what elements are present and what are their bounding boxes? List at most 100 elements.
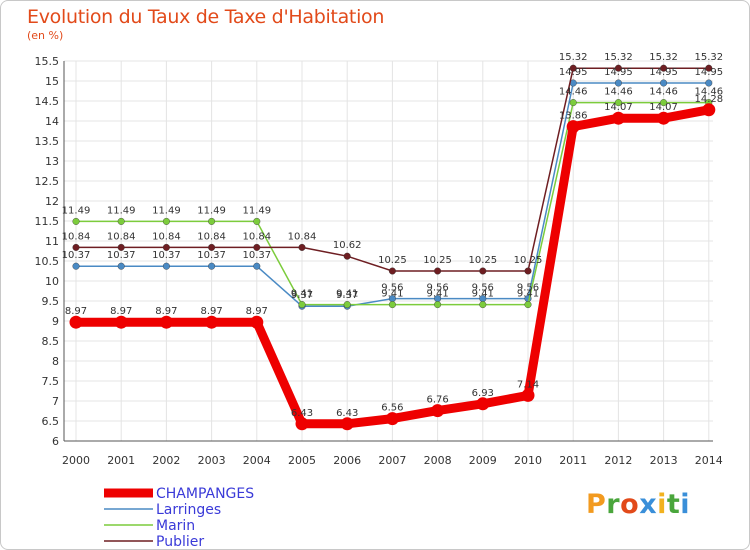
data-label-marin: 9.41 — [336, 289, 358, 300]
data-label-larringes: 10.37 — [197, 250, 226, 261]
y-tick-label: 7 — [52, 395, 59, 408]
data-label-champanges: 14.07 — [604, 102, 633, 113]
data-label-champanges: 6.56 — [381, 403, 403, 414]
data-label-publier: 10.84 — [62, 231, 91, 242]
data-label-champanges: 6.93 — [472, 388, 494, 399]
point-marin — [614, 99, 622, 107]
data-label-larringes: 10.37 — [107, 250, 136, 261]
x-tick-label: 2008 — [424, 454, 452, 467]
y-tick-label: 9.5 — [42, 295, 60, 308]
point-publier — [434, 267, 442, 275]
x-tick-label: 2011 — [559, 454, 587, 467]
point-publier — [388, 267, 396, 275]
y-tick-label: 15.5 — [35, 55, 60, 68]
point-champanges — [385, 412, 399, 426]
point-champanges — [295, 417, 309, 431]
chart-title: Evolution du Taux de Taxe d'Habitation — [27, 6, 385, 28]
point-champanges — [611, 111, 625, 125]
data-label-marin: 11.49 — [107, 205, 136, 216]
data-label-marin: 11.49 — [62, 205, 91, 216]
data-label-champanges: 14.07 — [649, 102, 678, 113]
data-label-larringes: 9.37 — [336, 290, 358, 301]
data-label-larringes: 9.37 — [291, 290, 313, 301]
y-tick-label: 13 — [45, 155, 59, 168]
point-champanges — [205, 315, 219, 329]
point-larringes — [72, 262, 80, 270]
data-label-larringes: 10.37 — [62, 250, 91, 261]
point-publier — [479, 267, 487, 275]
point-larringes — [660, 79, 668, 87]
data-label-publier: 15.32 — [559, 52, 588, 63]
point-publier — [705, 64, 713, 72]
y-tick-label: 11.5 — [35, 215, 60, 228]
data-label-marin: 11.49 — [242, 205, 271, 216]
data-label-larringes: 14.95 — [559, 67, 588, 78]
data-label-larringes: 9.56 — [381, 283, 403, 294]
data-label-larringes: 14.95 — [694, 67, 723, 78]
data-label-larringes: 14.95 — [649, 67, 678, 78]
data-label-champanges: 8.97 — [246, 306, 268, 317]
unit-label: (en %) — [27, 29, 64, 42]
data-label-champanges: 8.97 — [110, 306, 132, 317]
y-tick-label: 10.5 — [35, 255, 60, 268]
point-marin — [569, 99, 577, 107]
point-publier — [343, 252, 351, 260]
y-tick-label: 6 — [52, 435, 59, 448]
data-label-champanges: 8.97 — [155, 306, 177, 317]
data-label-champanges: 7.14 — [517, 379, 539, 390]
point-publier — [298, 243, 306, 251]
y-tick-label: 9 — [52, 315, 59, 328]
data-label-publier: 10.84 — [197, 231, 226, 242]
data-label-marin: 9.41 — [426, 289, 448, 300]
point-larringes — [253, 262, 261, 270]
point-champanges — [159, 315, 173, 329]
y-tick-label: 8.5 — [42, 335, 60, 348]
data-label-champanges: 6.76 — [426, 395, 448, 406]
point-publier — [569, 64, 577, 72]
data-label-larringes: 9.56 — [426, 283, 448, 294]
data-label-publier: 10.84 — [152, 231, 181, 242]
data-label-champanges: 6.43 — [336, 408, 358, 419]
point-champanges — [702, 103, 716, 117]
y-tick-label: 11 — [45, 235, 59, 248]
legend-label-champanges: CHAMPANGES — [156, 486, 254, 502]
data-label-champanges: 8.97 — [65, 306, 87, 317]
data-label-champanges: 14.28 — [694, 94, 723, 105]
point-larringes — [614, 79, 622, 87]
point-marin — [343, 301, 351, 309]
data-label-publier: 15.32 — [694, 52, 723, 63]
point-publier — [117, 243, 125, 251]
data-label-publier: 10.62 — [333, 240, 362, 251]
x-tick-label: 2010 — [514, 454, 542, 467]
data-label-champanges: 13.86 — [559, 111, 588, 122]
data-label-marin: 14.46 — [694, 87, 723, 98]
legend-label-larringes: Larringes — [156, 502, 221, 518]
x-tick-label: 2000 — [62, 454, 90, 467]
data-label-publier: 10.84 — [107, 231, 136, 242]
point-champanges — [114, 315, 128, 329]
data-label-publier: 10.25 — [378, 255, 407, 266]
point-publier — [253, 243, 261, 251]
point-champanges — [431, 404, 445, 418]
data-label-publier: 10.84 — [288, 231, 317, 242]
point-champanges — [657, 111, 671, 125]
point-publier — [162, 243, 170, 251]
legend-label-publier: Publier — [156, 534, 204, 549]
point-publier — [524, 267, 532, 275]
data-label-larringes: 14.95 — [604, 67, 633, 78]
point-marin — [298, 301, 306, 309]
x-tick-label: 2003 — [198, 454, 226, 467]
data-label-marin: 14.46 — [604, 87, 633, 98]
data-label-publier: 10.84 — [242, 231, 271, 242]
data-label-champanges: 8.97 — [200, 306, 222, 317]
y-tick-label: 10 — [45, 275, 59, 288]
point-marin — [479, 301, 487, 309]
x-tick-label: 2007 — [378, 454, 406, 467]
x-tick-label: 2013 — [650, 454, 678, 467]
point-champanges — [521, 388, 535, 402]
x-tick-label: 2005 — [288, 454, 316, 467]
x-tick-label: 2009 — [469, 454, 497, 467]
y-tick-label: 7.5 — [42, 375, 60, 388]
point-larringes — [208, 262, 216, 270]
data-label-publier: 10.25 — [514, 255, 543, 266]
